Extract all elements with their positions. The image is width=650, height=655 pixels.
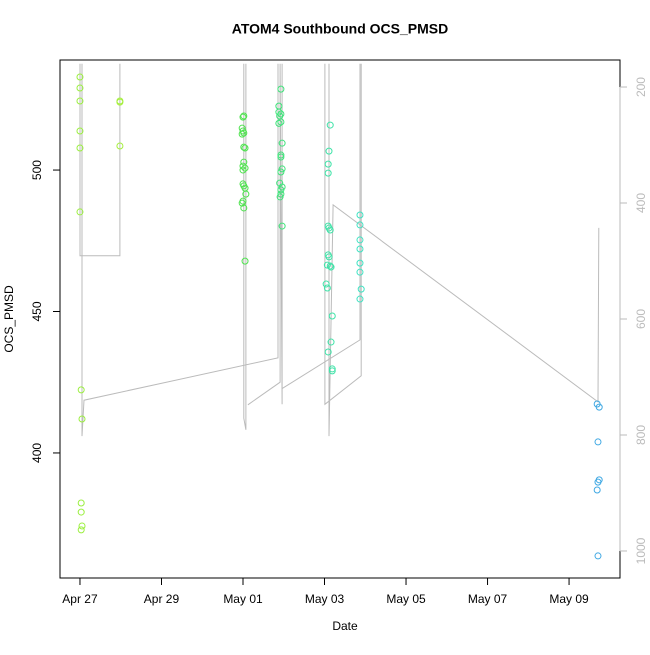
point: [238, 199, 246, 207]
point: [77, 526, 85, 534]
point: [241, 164, 249, 172]
point: [277, 85, 285, 93]
point: [323, 261, 331, 269]
point: [594, 438, 602, 446]
x-tick-label: May 09: [549, 592, 589, 606]
y2-tick-label: 600: [634, 309, 648, 329]
x-tick-label: May 03: [305, 592, 345, 606]
point: [277, 168, 285, 176]
x-tick-label: May 05: [386, 592, 426, 606]
point: [238, 130, 246, 138]
point: [77, 499, 85, 507]
y-axis-label: OCS_PMSD: [2, 285, 16, 353]
y-tick-label: 500: [30, 160, 44, 180]
y2-tick-label: 400: [634, 193, 648, 213]
point: [76, 73, 84, 81]
point: [76, 84, 84, 92]
point: [323, 284, 331, 292]
point: [356, 236, 364, 244]
point: [77, 508, 85, 516]
point: [328, 367, 336, 375]
point: [278, 165, 286, 173]
point: [356, 295, 364, 303]
point: [76, 97, 84, 105]
point: [239, 166, 247, 174]
point: [277, 118, 285, 126]
point: [78, 415, 86, 423]
point: [277, 151, 285, 159]
y-tick-label: 400: [30, 443, 44, 463]
point: [76, 127, 84, 135]
point: [240, 112, 248, 120]
point: [276, 193, 284, 201]
point: [326, 121, 334, 129]
point: [356, 245, 364, 253]
chart-title: ATOM4 Southbound OCS_PMSD: [232, 21, 448, 37]
point: [275, 119, 283, 127]
point: [76, 144, 84, 152]
point: [594, 478, 602, 486]
x-tick-label: Apr 27: [62, 592, 98, 606]
point: [356, 259, 364, 267]
plot-area: [76, 63, 603, 560]
x-tick-label: May 01: [223, 592, 263, 606]
point: [325, 253, 333, 261]
point: [278, 222, 286, 230]
point: [328, 312, 336, 320]
point: [76, 208, 84, 216]
point: [277, 186, 285, 194]
point: [322, 280, 330, 288]
point: [595, 403, 603, 411]
point: [324, 160, 332, 168]
point: [594, 552, 602, 560]
point: [240, 143, 248, 151]
x-axis-label: Date: [332, 619, 358, 633]
point: [242, 190, 250, 198]
point: [116, 98, 124, 106]
point: [357, 285, 365, 293]
point: [356, 268, 364, 276]
point: [325, 147, 333, 155]
point: [356, 221, 364, 229]
point: [327, 263, 335, 271]
point: [116, 142, 124, 150]
point: [324, 169, 332, 177]
point: [593, 486, 601, 494]
y-tick-label: 450: [30, 301, 44, 321]
point: [78, 522, 86, 530]
y2-tick-label: 200: [634, 77, 648, 97]
point: [239, 113, 247, 121]
point: [328, 365, 336, 373]
pressure-line: [79, 63, 600, 437]
point: [275, 108, 283, 116]
x-tick-label: May 07: [468, 592, 508, 606]
point: [326, 226, 334, 234]
point: [241, 144, 249, 152]
point: [277, 153, 285, 161]
plot-frame: [59, 59, 621, 579]
point: [240, 204, 248, 212]
point: [324, 348, 332, 356]
y2-tick-label: 800: [634, 425, 648, 445]
point: [240, 129, 248, 137]
point: [327, 338, 335, 346]
point: [277, 190, 285, 198]
point: [356, 211, 364, 219]
point: [77, 386, 85, 394]
point: [275, 102, 283, 110]
point: [239, 162, 247, 170]
point: [326, 262, 334, 270]
x-tick-label: Apr 29: [144, 592, 180, 606]
point: [278, 139, 286, 147]
y2-tick-label: 1000: [634, 537, 648, 564]
point: [241, 257, 249, 265]
